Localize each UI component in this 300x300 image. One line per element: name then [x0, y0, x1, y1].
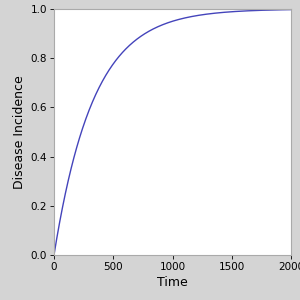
X-axis label: Time: Time — [157, 276, 188, 289]
Y-axis label: Disease Incidence: Disease Incidence — [14, 75, 26, 189]
